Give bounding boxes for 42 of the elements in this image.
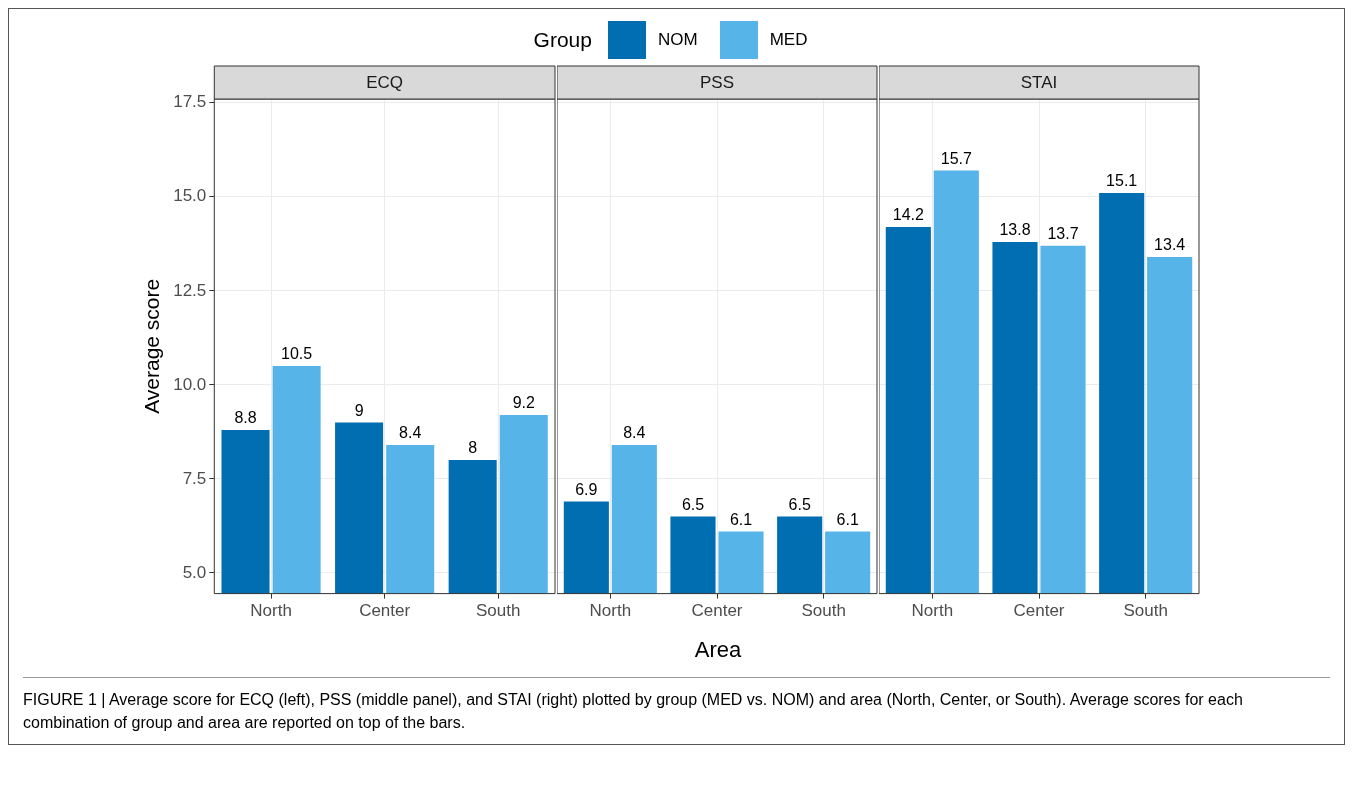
data-label: 6.5 bbox=[788, 495, 811, 513]
data-label: 8.8 bbox=[234, 409, 257, 427]
legend-title: Group bbox=[533, 28, 592, 52]
data-label: 13.4 bbox=[1154, 236, 1186, 254]
data-label: 14.2 bbox=[892, 206, 925, 224]
data-label: 9.2 bbox=[512, 394, 535, 412]
x-tick-label: South bbox=[801, 601, 846, 621]
chart-title: ECQ bbox=[366, 72, 404, 92]
data-label: 13.8 bbox=[999, 221, 1031, 239]
data-label: 8.4 bbox=[399, 424, 422, 442]
x-tick-label: Center bbox=[691, 601, 743, 621]
x-tick-label: South bbox=[1123, 601, 1168, 621]
caption: FIGURE 1 | Average score for ECQ (left), PSS (middle panel), and STAI (right) plotted by group (MED vs. NOM) and area (North, Center, or South). Average scores for each combination of group and area are reported on top of the bars. bbox=[23, 690, 1244, 734]
x-axis-title: Area bbox=[694, 637, 742, 663]
data-label: 10.5 bbox=[281, 345, 313, 363]
data-label: 9 bbox=[354, 401, 364, 419]
data-label: 15.7 bbox=[940, 149, 973, 167]
y-axis-title: Average score bbox=[140, 278, 164, 414]
data-label: 6.1 bbox=[729, 510, 753, 528]
y-tick-label: 15.0 bbox=[173, 186, 207, 206]
y-tick-label: 7.5 bbox=[182, 468, 207, 488]
data-label: 15.1 bbox=[1106, 172, 1138, 190]
data-label: 13.7 bbox=[1047, 225, 1079, 243]
chart-title: STAI bbox=[1020, 72, 1058, 92]
x-tick-label: North bbox=[250, 601, 292, 621]
y-tick-label: 5.0 bbox=[182, 562, 207, 582]
data-label: 6.5 bbox=[681, 495, 705, 513]
data-label: 6.1 bbox=[836, 510, 859, 528]
x-tick-label: Center bbox=[1013, 601, 1065, 621]
x-tick-label: South bbox=[476, 601, 521, 621]
x-tick-label: Center bbox=[359, 601, 411, 621]
y-tick-label: 10.0 bbox=[173, 374, 207, 394]
legend-label: NOM bbox=[657, 30, 698, 50]
y-tick-label: 17.5 bbox=[173, 92, 207, 112]
data-label: 6.9 bbox=[575, 480, 598, 498]
data-label: 8 bbox=[468, 439, 478, 457]
chart-title: PSS bbox=[699, 72, 735, 92]
legend-label: MED bbox=[769, 30, 808, 50]
x-tick-label: North bbox=[589, 601, 632, 621]
y-tick-label: 12.5 bbox=[173, 280, 207, 300]
data-label: 8.4 bbox=[623, 424, 646, 442]
x-tick-label: North bbox=[911, 601, 954, 621]
